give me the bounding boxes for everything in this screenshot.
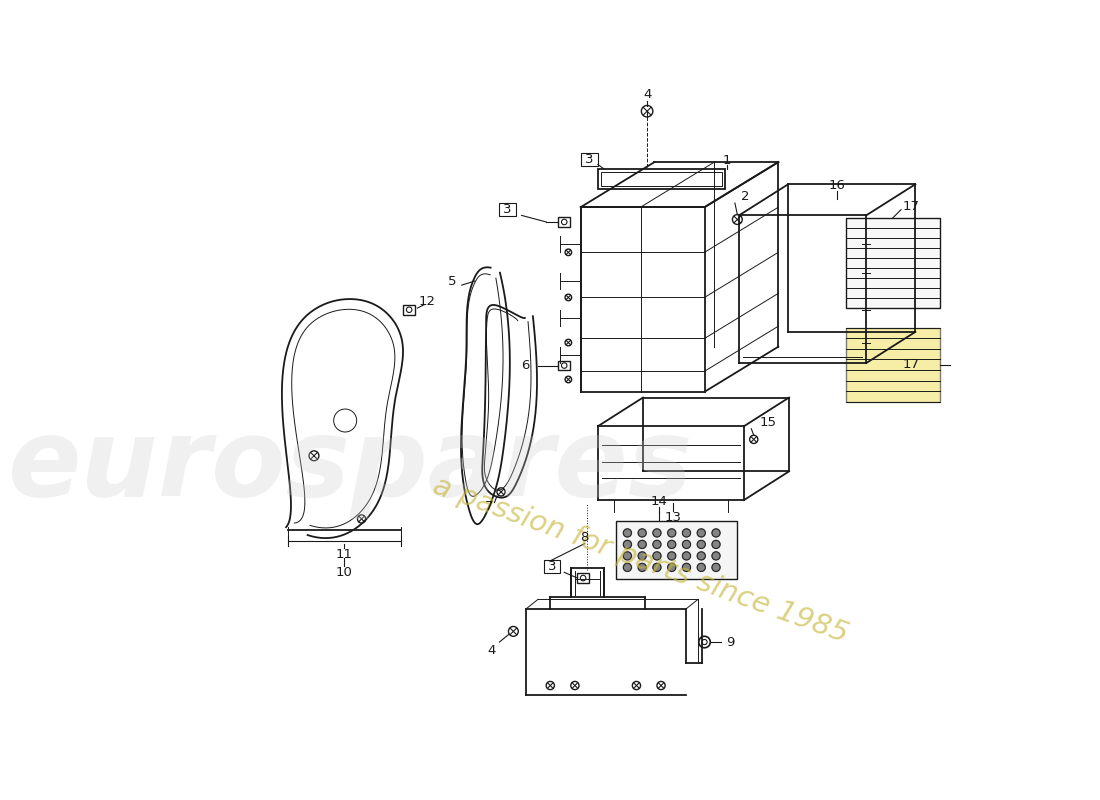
Circle shape [712, 540, 720, 549]
Text: 15: 15 [759, 417, 777, 430]
Circle shape [697, 552, 705, 560]
Circle shape [624, 552, 631, 560]
Circle shape [652, 529, 661, 537]
Circle shape [652, 540, 661, 549]
Text: 14: 14 [651, 495, 668, 508]
Bar [846, 218, 940, 308]
Circle shape [668, 563, 675, 571]
Text: 16: 16 [829, 178, 846, 191]
Circle shape [624, 540, 631, 549]
Text: 1: 1 [723, 154, 730, 167]
Text: 11: 11 [336, 548, 353, 561]
Circle shape [697, 540, 705, 549]
Circle shape [624, 529, 631, 537]
Circle shape [668, 529, 675, 537]
Text: 2: 2 [741, 190, 750, 203]
Text: 8: 8 [581, 531, 589, 544]
Text: 4: 4 [642, 88, 651, 102]
Bar [598, 169, 725, 189]
Circle shape [638, 529, 647, 537]
Text: 3: 3 [585, 153, 594, 166]
Circle shape [668, 540, 675, 549]
Bar [404, 305, 415, 314]
Text: 12: 12 [419, 295, 436, 308]
Circle shape [638, 552, 647, 560]
Bar [559, 217, 570, 227]
Bar [582, 153, 598, 166]
Bar [559, 361, 570, 370]
Text: 9: 9 [727, 635, 735, 649]
Bar [616, 522, 737, 579]
Circle shape [697, 529, 705, 537]
Circle shape [712, 552, 720, 560]
Text: 3: 3 [548, 560, 557, 573]
Bar [846, 328, 940, 402]
Circle shape [682, 540, 691, 549]
Text: 7: 7 [484, 500, 493, 513]
Text: 3: 3 [504, 203, 512, 216]
Text: 6: 6 [521, 359, 530, 372]
Text: 17: 17 [902, 200, 920, 213]
Bar [578, 573, 588, 583]
Circle shape [638, 540, 647, 549]
Circle shape [712, 529, 720, 537]
Circle shape [682, 552, 691, 560]
Circle shape [638, 563, 647, 571]
Bar [499, 203, 516, 216]
Circle shape [682, 529, 691, 537]
Text: 4: 4 [487, 644, 495, 657]
Bar [543, 560, 560, 573]
Circle shape [652, 552, 661, 560]
Circle shape [652, 563, 661, 571]
Circle shape [697, 563, 705, 571]
Text: 13: 13 [664, 511, 682, 524]
Text: 5: 5 [448, 274, 456, 287]
Circle shape [712, 563, 720, 571]
Circle shape [668, 552, 675, 560]
Bar [602, 172, 722, 186]
Circle shape [624, 563, 631, 571]
Circle shape [682, 563, 691, 571]
Text: a passion for parts since 1985: a passion for parts since 1985 [429, 472, 852, 648]
Text: eurospares: eurospares [7, 413, 692, 518]
Text: 10: 10 [336, 566, 353, 578]
Text: 17: 17 [902, 358, 920, 371]
